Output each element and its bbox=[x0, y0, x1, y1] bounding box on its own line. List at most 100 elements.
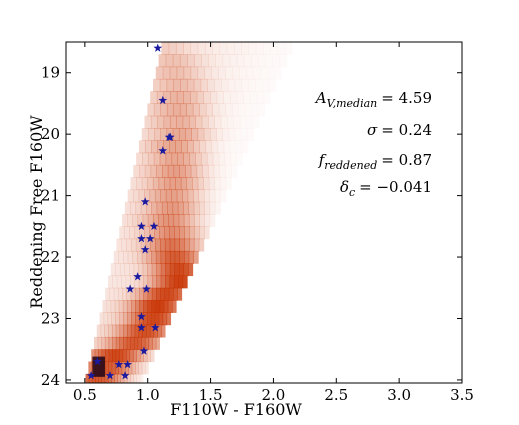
heatmap-cell bbox=[236, 140, 243, 153]
heatmap-cell bbox=[109, 287, 115, 301]
heatmap-cell bbox=[151, 300, 157, 313]
heatmap-cell bbox=[248, 79, 255, 92]
heatmap-cell bbox=[214, 78, 222, 92]
star-marker bbox=[114, 359, 124, 369]
heatmap-cell bbox=[255, 79, 262, 92]
heatmap-cell bbox=[178, 263, 185, 277]
heatmap-cell bbox=[251, 103, 258, 116]
heatmap-cell bbox=[210, 91, 218, 105]
heatmap-cell bbox=[148, 336, 153, 350]
heatmap-cell bbox=[247, 128, 254, 141]
heatmap-cell bbox=[121, 275, 127, 289]
heatmap-cell bbox=[164, 287, 170, 301]
heatmap-cell bbox=[231, 165, 237, 178]
heatmap-cell bbox=[236, 54, 245, 68]
heatmap-cell bbox=[104, 373, 109, 383]
heatmap-cell bbox=[154, 189, 161, 203]
heatmap-cell bbox=[156, 275, 162, 289]
heatmap-cell bbox=[203, 128, 211, 141]
heatmap-cell bbox=[147, 300, 153, 313]
heatmap-cell bbox=[96, 324, 102, 338]
heatmap-cell bbox=[152, 177, 160, 191]
heatmap-cell bbox=[150, 91, 158, 105]
heatmap-cell bbox=[225, 103, 233, 117]
heatmap-cell bbox=[108, 361, 113, 375]
plot-frame bbox=[65, 41, 463, 384]
heatmap-cell bbox=[125, 361, 129, 375]
heatmap-cell bbox=[179, 54, 188, 68]
heatmap-cell bbox=[144, 164, 152, 178]
heatmap-cell bbox=[151, 201, 158, 215]
heatmap-cell bbox=[183, 152, 190, 166]
heatmap-cell bbox=[115, 312, 120, 326]
heatmap-cell bbox=[190, 164, 198, 178]
heatmap-cell bbox=[194, 54, 202, 68]
heatmap-cell bbox=[173, 275, 179, 289]
heatmap-cell bbox=[126, 238, 132, 252]
heatmap-cell bbox=[165, 275, 171, 289]
heatmap-cell bbox=[279, 54, 287, 67]
heatmap-cell bbox=[144, 140, 152, 154]
star-marker bbox=[145, 234, 155, 243]
heatmap-cell bbox=[196, 164, 203, 178]
heatmap-cell bbox=[233, 42, 242, 55]
heatmap-cell bbox=[131, 300, 136, 313]
heatmap-cell bbox=[104, 324, 109, 338]
heatmap-cell bbox=[130, 238, 137, 252]
heatmap-cell bbox=[151, 263, 157, 277]
heatmap-cell bbox=[171, 152, 179, 166]
heatmap-cell bbox=[209, 201, 216, 215]
heatmap-cell bbox=[138, 275, 144, 289]
heatmap-cell bbox=[160, 128, 168, 141]
heatmap-cell bbox=[163, 300, 169, 313]
heatmap-cell bbox=[197, 66, 206, 80]
heatmap-cell bbox=[132, 349, 138, 363]
heatmap-cell bbox=[121, 361, 126, 375]
heatmap-cell bbox=[136, 349, 141, 363]
heatmap-cell bbox=[130, 336, 135, 350]
heatmap-cell bbox=[119, 324, 124, 338]
heatmap-cell bbox=[112, 349, 117, 363]
heatmap-cell bbox=[152, 78, 161, 92]
heatmap-cell bbox=[209, 214, 216, 227]
star-marker bbox=[123, 359, 132, 369]
heatmap-cell bbox=[192, 103, 200, 117]
heatmap-cell bbox=[215, 54, 224, 68]
heatmap-cell bbox=[235, 128, 242, 141]
heatmap-cell bbox=[166, 312, 172, 326]
x-tick-label: 0.5 bbox=[73, 386, 97, 404]
heatmap-cell bbox=[182, 115, 190, 129]
star-marker bbox=[133, 272, 143, 281]
heatmap-cell bbox=[200, 78, 209, 92]
heatmap-cell bbox=[157, 115, 165, 129]
heatmap-cell bbox=[208, 115, 216, 129]
heatmap-cell bbox=[272, 54, 280, 67]
heatmap-cell bbox=[123, 250, 129, 264]
heatmap-cell bbox=[139, 373, 144, 383]
heatmap-cell bbox=[128, 361, 133, 375]
heatmap-cell bbox=[122, 287, 128, 301]
y-tick-label: 21 bbox=[41, 187, 60, 205]
heatmap-cell bbox=[145, 361, 149, 375]
star-marker bbox=[139, 346, 149, 355]
heatmap-cell bbox=[127, 324, 132, 338]
heatmap-cell bbox=[211, 66, 219, 80]
heatmap-cell bbox=[132, 250, 138, 264]
heatmap-cell bbox=[133, 373, 138, 383]
x-axis-ticks: 0.5 1.0 1.5 2.0 2.5 3.0 3.5 bbox=[73, 42, 474, 404]
heatmap-cell bbox=[108, 275, 114, 289]
heatmap-cell bbox=[151, 250, 157, 264]
heatmap-cell bbox=[240, 116, 247, 129]
heatmap-cell bbox=[214, 177, 221, 191]
heatmap-cell bbox=[185, 128, 192, 141]
heatmap-cell bbox=[204, 226, 210, 240]
heatmap-cell bbox=[107, 373, 112, 383]
heatmap-cell bbox=[114, 373, 118, 383]
heatmap-cell bbox=[91, 349, 96, 363]
heatmap-cell bbox=[134, 287, 140, 301]
heatmap-cell bbox=[216, 91, 224, 105]
heatmap-cell bbox=[227, 115, 235, 129]
star-marker bbox=[137, 234, 146, 243]
heatmap-cell bbox=[170, 91, 178, 105]
